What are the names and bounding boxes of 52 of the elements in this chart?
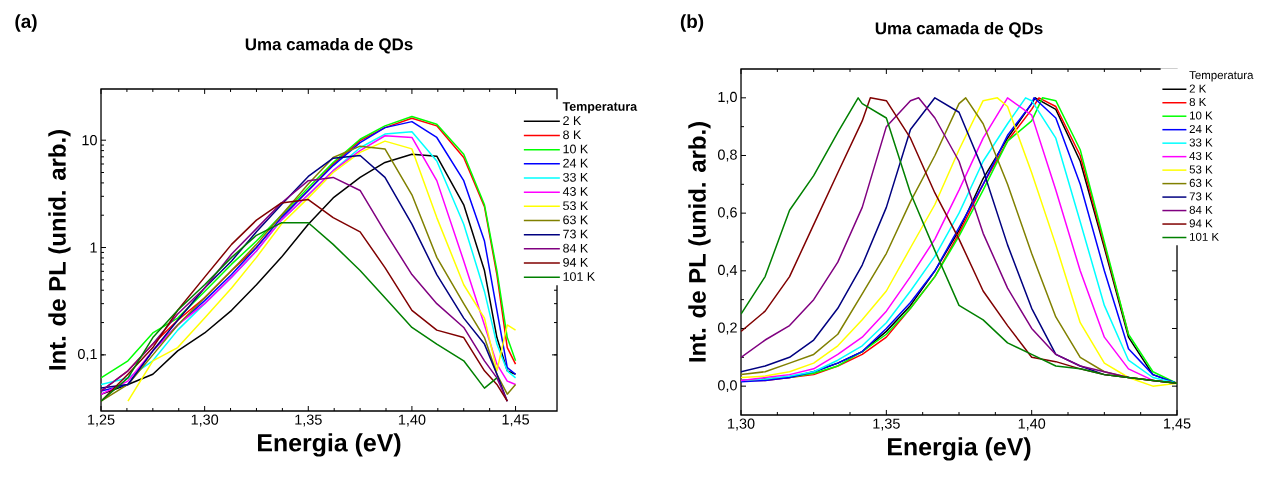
legend-label: 63 K	[1189, 178, 1213, 187]
legend-label: 10 K	[1190, 111, 1213, 120]
y-tick-label: 0,8	[717, 149, 737, 162]
y-axis-title: Int. de PL (unid. arb.)	[48, 130, 71, 370]
legend-label: 8 K	[563, 130, 582, 140]
legend-label: 101 K	[563, 272, 595, 281]
y-tick-label: 0,0	[717, 380, 737, 393]
x-tick-label: 1,35	[873, 418, 900, 431]
x-tick-label: 1,35	[295, 414, 322, 427]
x-tick-label: 1,30	[191, 414, 219, 427]
y-axis-title: Int. de PL (unid. arb.)	[688, 122, 711, 362]
x-axis-title: Energia (eV)	[888, 437, 1031, 461]
legend-label: 24 K	[1189, 124, 1213, 133]
legend-label: 53 K	[563, 201, 589, 211]
legend-label: 24 K	[563, 158, 589, 168]
legend-label: 101 K	[1190, 232, 1219, 241]
legend-label: 10 K	[563, 144, 589, 154]
x-tick-label: 1,30	[728, 418, 755, 431]
chart-title: Uma camada de QDs	[245, 37, 413, 54]
text: (b)	[680, 14, 704, 32]
legend-title: Temperatura	[1189, 71, 1254, 82]
chart-title: Uma camada de QDs	[875, 21, 1043, 38]
legend-label: 84 K	[563, 243, 589, 253]
legend-label: 2 K	[563, 116, 582, 125]
legend-label: 2 K	[1189, 84, 1207, 93]
legend-label: 94 K	[1189, 219, 1213, 228]
y-tick-label: 0,6	[717, 207, 737, 220]
y-tick-label: 1,0	[718, 91, 737, 104]
text: (a)	[15, 14, 37, 32]
legend-label: 8 K	[1189, 97, 1207, 107]
legend-label: 33 K	[563, 172, 589, 182]
x-tick-label: 1,25	[88, 414, 115, 427]
x-axis-title: Energia (eV)	[258, 433, 401, 457]
x-tick-label: 1,40	[1018, 418, 1046, 431]
legend-label: 43 K	[562, 187, 589, 196]
y-tick-label: 0,2	[717, 322, 737, 335]
y-tick-label: 10	[82, 135, 97, 146]
legend-label: 84 K	[1189, 205, 1213, 214]
legend-label: 73 K	[563, 229, 589, 239]
legend-title: Temperatura	[562, 102, 638, 114]
x-tick-label: 1,45	[502, 414, 530, 427]
legend-label: 94 K	[563, 257, 589, 267]
y-tick-label: 1	[90, 242, 97, 253]
legend-label: 53 K	[1189, 165, 1213, 174]
legend-label: 43 K	[1189, 151, 1213, 161]
legend-label: 33 K	[1189, 138, 1213, 147]
y-tick-label: 0,1	[77, 348, 97, 361]
legend-label: 73 K	[1189, 192, 1213, 201]
x-tick-label: 1,40	[398, 414, 426, 427]
y-tick-label: 0,4	[717, 264, 738, 277]
legend-label: 63 K	[563, 215, 589, 225]
x-tick-label: 1,45	[1164, 418, 1191, 431]
